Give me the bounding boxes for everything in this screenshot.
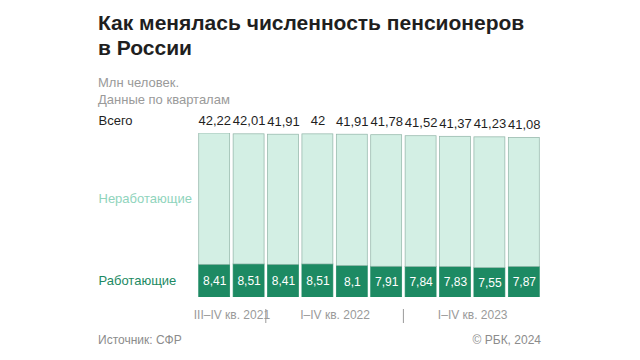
html-text:Млн человек. Данные по квартал: Млн человек. Данные по кварталам xyxy=(98,75,230,107)
svg-text:7,84: 7,84 xyxy=(409,275,433,289)
svg-text:8,1: 8,1 xyxy=(344,275,361,289)
svg-text:I–IV кв. 2023: I–IV кв. 2023 xyxy=(438,308,508,322)
svg-text:Неработающие: Неработающие xyxy=(99,191,192,206)
svg-text:41,23: 41,23 xyxy=(474,116,507,131)
svg-text:I–IV кв. 2022: I–IV кв. 2022 xyxy=(300,308,370,322)
svg-text:41,78: 41,78 xyxy=(370,114,403,129)
svg-text:Всего: Всего xyxy=(99,113,133,128)
svg-text:7,55: 7,55 xyxy=(478,276,502,290)
svg-text:42,01: 42,01 xyxy=(233,113,266,128)
svg-text:8,41: 8,41 xyxy=(272,274,296,288)
svg-text:41,91: 41,91 xyxy=(267,114,300,129)
svg-text:42,22: 42,22 xyxy=(198,113,231,128)
svg-text:7,83: 7,83 xyxy=(444,275,468,289)
svg-text:7,91: 7,91 xyxy=(375,275,399,289)
html-text:Как менялась численность пенси: Как менялась численность пенсионеров в Р… xyxy=(98,11,525,59)
svg-text:8,51: 8,51 xyxy=(237,274,261,288)
svg-text:42: 42 xyxy=(311,113,325,128)
svg-text:41,52: 41,52 xyxy=(405,115,438,130)
html-text:© РБК, 2024: © РБК, 2024 xyxy=(472,333,541,347)
svg-text:7,87: 7,87 xyxy=(513,275,537,289)
svg-text:8,41: 8,41 xyxy=(203,274,227,288)
html-text:Источник: СФР: Источник: СФР xyxy=(98,333,182,347)
svg-text:8,51: 8,51 xyxy=(306,274,330,288)
svg-text:41,91: 41,91 xyxy=(336,114,369,129)
svg-text:41,08: 41,08 xyxy=(508,117,541,132)
svg-text:41,37: 41,37 xyxy=(439,116,472,131)
svg-text:III–IV кв. 2021: III–IV кв. 2021 xyxy=(194,308,271,322)
svg-text:Работающие: Работающие xyxy=(99,273,177,288)
